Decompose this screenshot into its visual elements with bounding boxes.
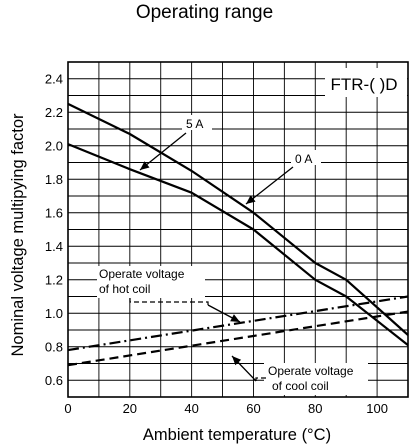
x-axis-label: Ambient temperature (°C) (143, 426, 331, 444)
y-tick-label: 1.0 (45, 306, 63, 321)
arrow-cool-coil (231, 355, 257, 382)
y-tick-label: 2.4 (45, 71, 63, 86)
label-5a: 5 A (186, 117, 203, 131)
series-line-2 (67, 143, 409, 346)
plot-border (67, 61, 409, 398)
series-line-4 (67, 310, 409, 367)
model-label: FTR-( )D (330, 75, 397, 94)
model-box (325, 68, 407, 97)
hot-label-bg (97, 266, 205, 298)
x-tick-label: 80 (308, 401, 322, 416)
cool-label-leader (255, 377, 266, 381)
hot-label-leader (129, 298, 209, 305)
label-0a: 0 A (295, 152, 312, 166)
x-tick-label: 20 (123, 401, 137, 416)
series-line-3 (67, 295, 409, 352)
y-tick-label: 1.2 (45, 272, 63, 287)
cool-label-bg (264, 363, 368, 395)
x-tick-label: 40 (184, 401, 198, 416)
label-5a-bg (182, 115, 212, 130)
cool-coil-label-line2: of cool coil (272, 379, 329, 393)
y-tick-label: 1.8 (45, 172, 63, 187)
x-tick-label: 0 (64, 401, 71, 416)
x-tick-label: 100 (366, 401, 388, 416)
chart-title: Operating range (135, 2, 274, 23)
tick-labels: 0 20 40 60 80 100 0.6 0.8 1.0 1.2 1.4 1.6 1.8 2.0 2.2 2… (45, 71, 388, 416)
y-tick-label: 0.8 (45, 339, 63, 354)
y-axis-label: Nominal voltage multipying factor (9, 113, 27, 357)
arrow-0a (245, 166, 294, 205)
series-line-1 (67, 102, 409, 336)
y-tick-label: 1.6 (45, 205, 63, 220)
x-tick-label: 60 (246, 401, 260, 416)
cool-coil-label-line1: Operate voltage (268, 364, 354, 378)
label-0a-bg (291, 150, 321, 165)
y-tick-label: 2.0 (45, 138, 63, 153)
plot-frame (67, 61, 409, 398)
grid (68, 62, 408, 397)
y-tick-label: 1.4 (45, 239, 63, 254)
y-tick-label: 2.2 (45, 105, 63, 120)
arrow-5a (139, 132, 187, 171)
y-tick-label: 0.6 (45, 373, 63, 388)
hot-coil-label-line1: Operate voltage (99, 267, 185, 281)
arrow-hot-coil (207, 304, 241, 323)
series-lines (67, 102, 409, 367)
hot-coil-label-line2: of hot coil (99, 282, 150, 296)
